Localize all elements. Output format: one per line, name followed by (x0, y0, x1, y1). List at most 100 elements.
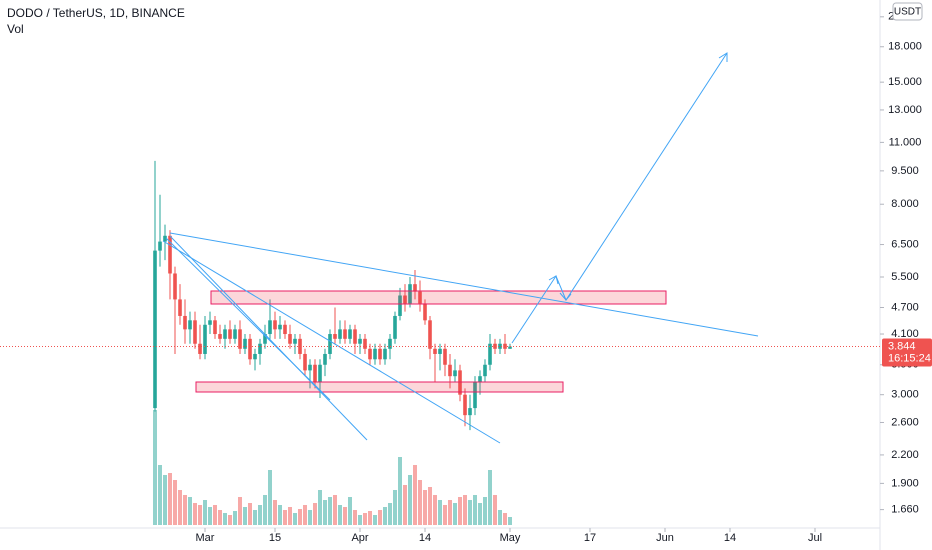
candle-body (423, 303, 427, 321)
candle-body (488, 343, 492, 365)
candle-body (428, 320, 432, 349)
volume-bar (288, 507, 292, 525)
volume-bar (458, 497, 462, 525)
volume-bar (243, 507, 247, 525)
trend-line[interactable] (162, 240, 501, 444)
x-tick-label: 15 (269, 532, 281, 544)
support-zone[interactable] (195, 381, 564, 393)
candle-body (253, 353, 257, 360)
volume-bar (198, 505, 202, 525)
volume-bar (168, 473, 172, 525)
volume-label: Vol (7, 22, 24, 36)
y-tick-label: 13.000 (888, 104, 922, 116)
volume-bar (363, 513, 367, 525)
candle-body (203, 324, 207, 354)
volume-bar (283, 510, 287, 525)
volume-bar (208, 507, 212, 525)
candle-body (458, 370, 462, 395)
volume-bar (358, 515, 362, 525)
projection-arrow[interactable] (511, 52, 728, 344)
candle-body (213, 320, 217, 335)
candle-body (178, 299, 182, 316)
candle-body (453, 370, 457, 377)
volume-bar (493, 495, 497, 525)
volume-bar (348, 497, 352, 525)
volume-bar (368, 511, 372, 525)
y-tick-label: 1.900 (891, 477, 919, 489)
y-tick-label: 4.100 (891, 328, 919, 340)
resistance-zone[interactable] (210, 290, 667, 305)
candle-body (468, 408, 472, 416)
currency-box (892, 2, 923, 21)
x-tick-label: 14 (724, 532, 736, 544)
volume-bar (433, 495, 437, 525)
candle-body (278, 324, 282, 330)
candle-body (413, 284, 417, 292)
volume-bar (438, 500, 442, 525)
y-tick-label: 2.600 (891, 416, 919, 428)
y-tick-label: 6.500 (891, 238, 919, 250)
candle-body (153, 250, 157, 409)
volume-bar (193, 503, 197, 525)
volume-bar (423, 490, 427, 525)
candle-body (283, 324, 287, 335)
candle-body (483, 364, 487, 377)
candle-body (403, 295, 407, 304)
volume-bar (183, 495, 187, 525)
candle-body (238, 329, 242, 349)
volume-bar (418, 480, 422, 525)
candle-body (293, 338, 297, 344)
volume-bar (263, 495, 267, 525)
candle-body (433, 348, 437, 354)
candle-body (448, 364, 452, 377)
volume-bar (478, 503, 482, 525)
candle-body (503, 343, 507, 349)
candle-body (173, 273, 177, 300)
candle-body (463, 394, 467, 416)
volume-bar (153, 410, 157, 525)
candle-body (288, 334, 292, 344)
volume-bar (233, 511, 237, 525)
arrow-head (718, 52, 728, 62)
last-price-label: 3.844 (888, 340, 916, 352)
volume-bar (268, 470, 272, 525)
y-tick-label: 15.000 (888, 76, 922, 88)
candle-body (408, 284, 412, 304)
volume-bar (248, 503, 252, 525)
candle-body (363, 338, 367, 349)
candle-body (303, 353, 307, 371)
trend-line[interactable] (169, 232, 759, 337)
candle-body (223, 329, 227, 339)
candle-body (248, 338, 252, 360)
candle-body (343, 329, 347, 339)
volume-bar (453, 503, 457, 525)
volume-bar (218, 510, 222, 525)
y-tick-label: 5.500 (891, 271, 919, 283)
x-tick-label: Jun (656, 532, 674, 544)
candle-body (228, 329, 232, 339)
y-tick-label: 1.660 (891, 504, 919, 516)
candle-body (263, 334, 267, 344)
candle-body (473, 382, 477, 409)
currency-label[interactable]: USDT (894, 7, 921, 18)
trend-line[interactable] (169, 235, 368, 441)
candle-body (398, 295, 402, 316)
candle-body (313, 364, 317, 383)
candle-body (498, 343, 502, 349)
candle-body (328, 334, 332, 354)
candle-body (438, 348, 442, 354)
trend-line[interactable] (165, 237, 331, 401)
x-tick-label: Apr (351, 532, 368, 544)
volume-bar (303, 505, 307, 525)
volume-bar (338, 505, 342, 525)
y-tick-label: 18.000 (888, 41, 922, 53)
volume-bar (273, 500, 277, 525)
candle-body (368, 348, 372, 360)
volume-bar (378, 510, 382, 525)
volume-bar (408, 475, 412, 525)
x-tick-label: Jul (808, 532, 822, 544)
volume-bar (428, 487, 432, 525)
candle-body (188, 320, 192, 330)
volume-bar (448, 500, 452, 525)
